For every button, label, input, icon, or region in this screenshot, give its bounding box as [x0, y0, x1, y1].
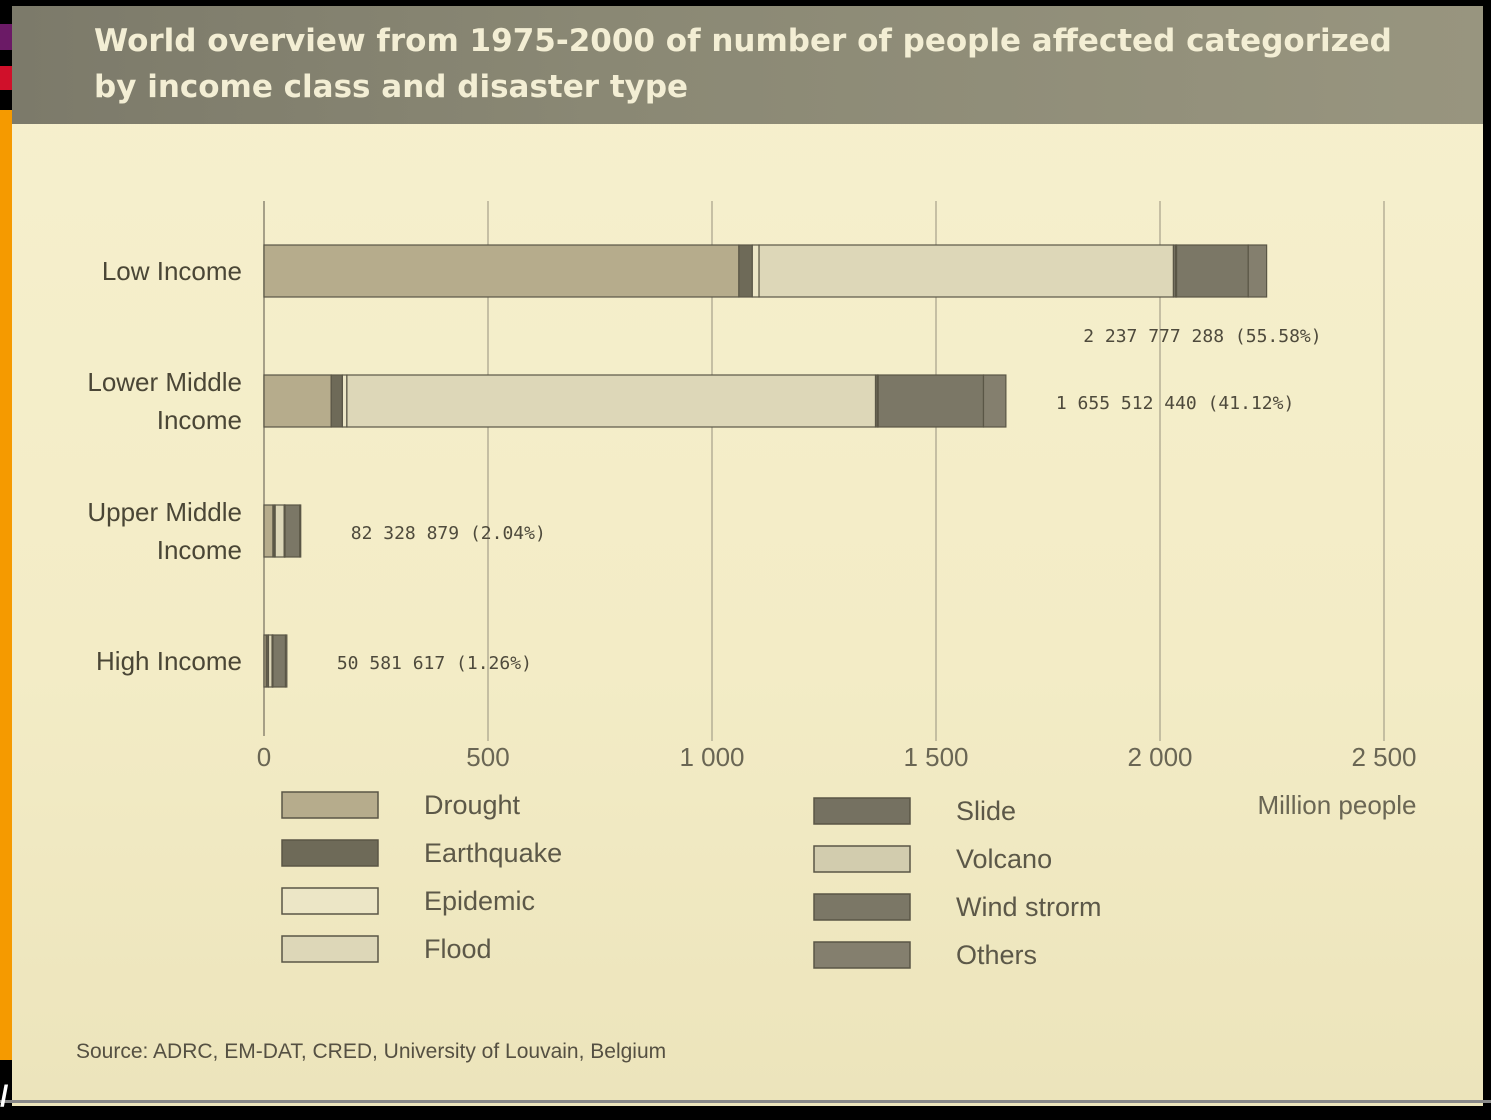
- bar-segment: [299, 504, 302, 558]
- legend-label: Earthquake: [424, 838, 562, 868]
- bar-segment: [263, 374, 332, 428]
- x-tick-label: 500: [466, 742, 509, 772]
- category-label: Low Income: [102, 256, 242, 286]
- bar-segment: [1247, 244, 1268, 298]
- legend-swatch: [813, 797, 911, 825]
- x-tick-label: 1 000: [679, 742, 744, 772]
- bar-segment: [284, 504, 301, 558]
- legend-label: Drought: [424, 790, 521, 820]
- x-tick-label: 1 500: [903, 742, 968, 772]
- bar-segment: [751, 244, 760, 298]
- bar-segment: [346, 374, 877, 428]
- chart-title: World overview from 1975-2000 of number …: [94, 23, 1392, 105]
- legend-swatch: [281, 791, 379, 819]
- legend-label: Epidemic: [424, 886, 535, 916]
- category-label: Upper Middle: [87, 497, 242, 527]
- left-strip-purple: [0, 24, 12, 50]
- legend-label: Wind strorm: [956, 892, 1102, 922]
- bar-data-label: 1 655 512 440 (41.12%): [1056, 393, 1294, 414]
- bar-segment: [272, 634, 287, 688]
- bar-segment: [263, 244, 740, 298]
- legend-swatch: [281, 935, 379, 963]
- x-tick-label: 2 500: [1351, 742, 1416, 772]
- x-axis-title: Million people: [1258, 790, 1417, 820]
- x-tick-label: 2 000: [1127, 742, 1192, 772]
- bar-segment: [738, 244, 753, 298]
- bottom-divider: [0, 1100, 1491, 1103]
- bar-segment: [274, 504, 285, 558]
- stacked-bar-chart: 0 500 1 000 1 500 2 000 2 500 Million people Lo…: [87, 201, 1417, 970]
- legend-swatch: [281, 887, 379, 915]
- slide-slash-mark: /: [0, 1080, 9, 1113]
- bar-segment: [263, 504, 274, 558]
- legend-swatch: [813, 893, 911, 921]
- category-label: Income: [157, 405, 242, 435]
- bar-data-label: 2 237 777 288 (55.58%): [1083, 326, 1321, 347]
- bar-segment: [284, 634, 288, 688]
- legend-label: Slide: [956, 796, 1016, 826]
- category-label: Income: [157, 535, 242, 565]
- bar-data-label: 82 328 879 (2.04%): [351, 523, 546, 544]
- legend-label: Flood: [424, 934, 492, 964]
- legend-label: Others: [956, 940, 1037, 970]
- bar-segment: [330, 374, 344, 428]
- bar-segment: [758, 244, 1175, 298]
- legend-swatch: [813, 845, 911, 873]
- bar-segment: [877, 374, 985, 428]
- bar-segment: [341, 374, 348, 428]
- left-strip-red: [0, 66, 12, 90]
- legend-swatch: [813, 941, 911, 969]
- left-strip-orange: [0, 110, 12, 1060]
- bar-segment: [982, 374, 1007, 428]
- category-label: High Income: [96, 646, 242, 676]
- x-tick-label: 0: [257, 742, 271, 772]
- bar-data-label: 50 581 617 (1.26%): [337, 653, 532, 674]
- category-label: Lower Middle: [87, 367, 242, 397]
- title-band: [12, 6, 1483, 124]
- bar-segment: [1175, 244, 1249, 298]
- source-note: Source: ADRC, EM-DAT, CRED, University o…: [76, 1040, 667, 1063]
- legend-label: Volcano: [956, 844, 1052, 874]
- chart-paper: World overview from 1975-2000 of number …: [12, 6, 1483, 1106]
- legend-swatch: [281, 839, 379, 867]
